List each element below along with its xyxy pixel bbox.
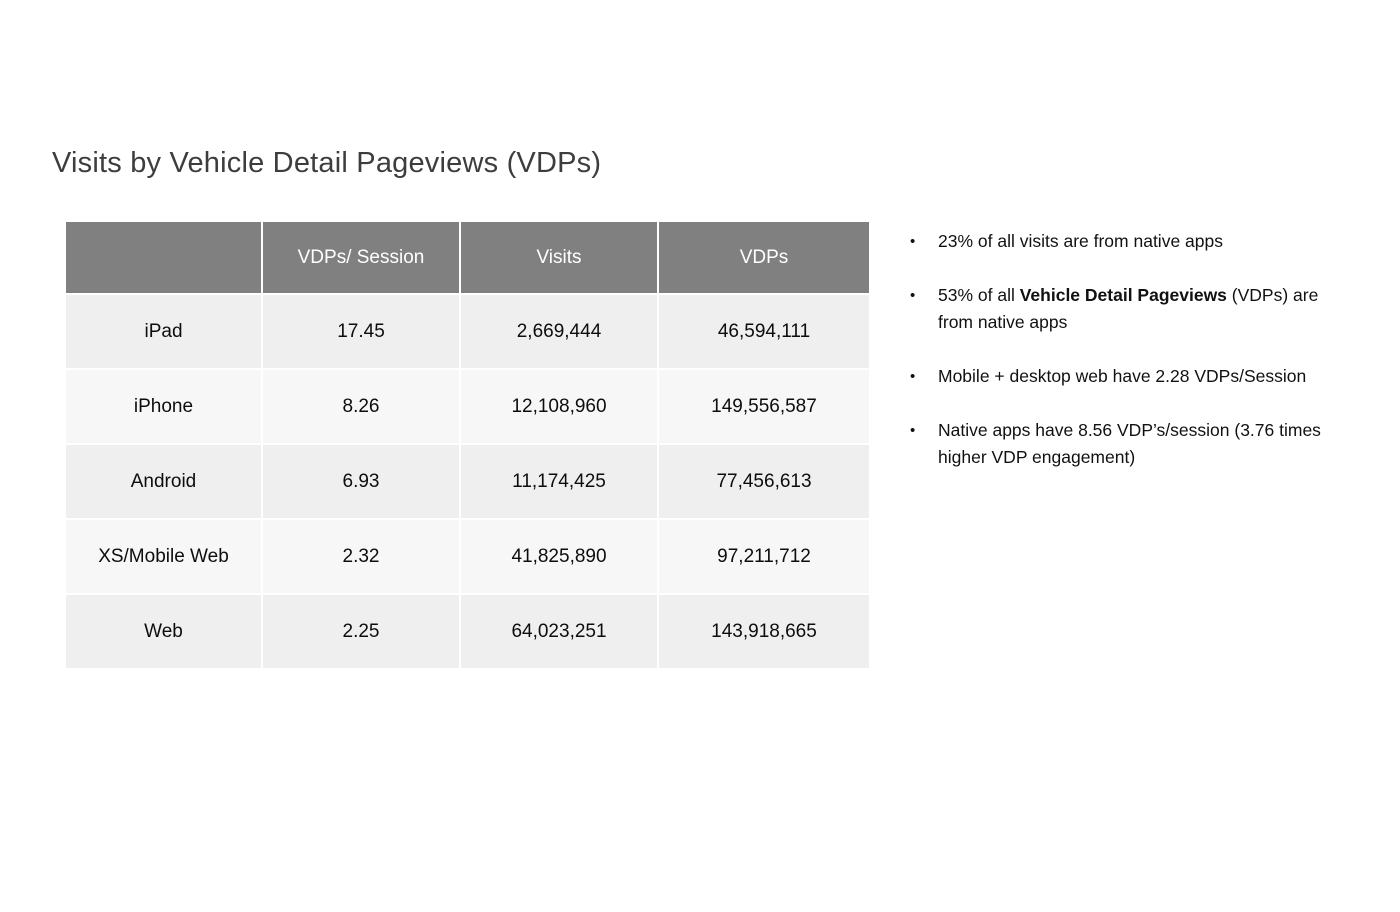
bullet-text-segment: 53% of all — [938, 285, 1020, 305]
page-title: Visits by Vehicle Detail Pageviews (VDPs… — [52, 147, 602, 179]
bullet-item: • Mobile + desktop web have 2.28 VDPs/Se… — [910, 363, 1325, 390]
bullet-marker: • — [910, 422, 916, 439]
bullet-text: 53% of all Vehicle Detail Pageviews (VDP… — [938, 282, 1325, 336]
cell-vdps: 46,594,111 — [657, 293, 871, 370]
header-cell-device — [64, 220, 263, 295]
cell-visits: 64,023,251 — [459, 593, 659, 670]
cell-device: iPad — [64, 293, 263, 370]
cell-visits: 41,825,890 — [459, 518, 659, 595]
cell-vdps: 97,211,712 — [657, 518, 871, 595]
table-row: iPhone 8.26 12,108,960 149,556,587 — [64, 368, 871, 445]
bullet-text-segment: (VDPs) are from native apps — [938, 285, 1319, 332]
cell-visits: 11,174,425 — [459, 443, 659, 520]
table-row: Android 6.93 11,174,425 77,456,613 — [64, 443, 871, 520]
table-header-row: VDPs/ Session Visits VDPs — [64, 220, 871, 295]
bullet-item: • Native apps have 8.56 VDP’s/session (3… — [910, 417, 1325, 471]
bullet-marker: • — [910, 233, 916, 250]
cell-vdps-session: 8.26 — [261, 368, 461, 445]
cell-device: Web — [64, 593, 263, 670]
cell-device: Android — [64, 443, 263, 520]
table-row: Web 2.25 64,023,251 143,918,665 — [64, 593, 871, 670]
cell-device: XS/Mobile Web — [64, 518, 263, 595]
bullet-text-segment: Native apps have 8.56 VDP’s/session (3.7… — [938, 420, 1321, 467]
bullet-list: • 23% of all visits are from native apps… — [910, 228, 1325, 498]
table-row: XS/Mobile Web 2.32 41,825,890 97,211,712 — [64, 518, 871, 595]
bullet-marker: • — [910, 287, 916, 304]
bullet-marker: • — [910, 368, 916, 385]
bullet-text: 23% of all visits are from native apps — [938, 228, 1325, 255]
cell-vdps-session: 2.32 — [261, 518, 461, 595]
header-cell-vdps-session: VDPs/ Session — [261, 220, 461, 295]
cell-vdps: 77,456,613 — [657, 443, 871, 520]
bullet-text: Native apps have 8.56 VDP’s/session (3.7… — [938, 417, 1325, 471]
table-row: iPad 17.45 2,669,444 46,594,111 — [64, 293, 871, 370]
cell-vdps-session: 2.25 — [261, 593, 461, 670]
cell-vdps-session: 6.93 — [261, 443, 461, 520]
bullet-item: • 53% of all Vehicle Detail Pageviews (V… — [910, 282, 1325, 336]
bullet-text: Mobile + desktop web have 2.28 VDPs/Sess… — [938, 363, 1325, 390]
header-cell-visits: Visits — [459, 220, 659, 295]
cell-visits: 12,108,960 — [459, 368, 659, 445]
bullet-text-segment: 23% of all visits are from native apps — [938, 231, 1223, 251]
cell-visits: 2,669,444 — [459, 293, 659, 370]
bullet-item: • 23% of all visits are from native apps — [910, 228, 1325, 255]
bullet-text-segment-bold: Vehicle Detail Pageviews — [1019, 285, 1227, 305]
bullet-text-segment: Mobile + desktop web have 2.28 VDPs/Sess… — [938, 366, 1307, 386]
header-cell-vdps: VDPs — [657, 220, 871, 295]
cell-vdps: 143,918,665 — [657, 593, 871, 670]
cell-device: iPhone — [64, 368, 263, 445]
cell-vdps: 149,556,587 — [657, 368, 871, 445]
cell-vdps-session: 17.45 — [261, 293, 461, 370]
vdp-table: VDPs/ Session Visits VDPs iPad 17.45 2,6… — [64, 220, 871, 670]
